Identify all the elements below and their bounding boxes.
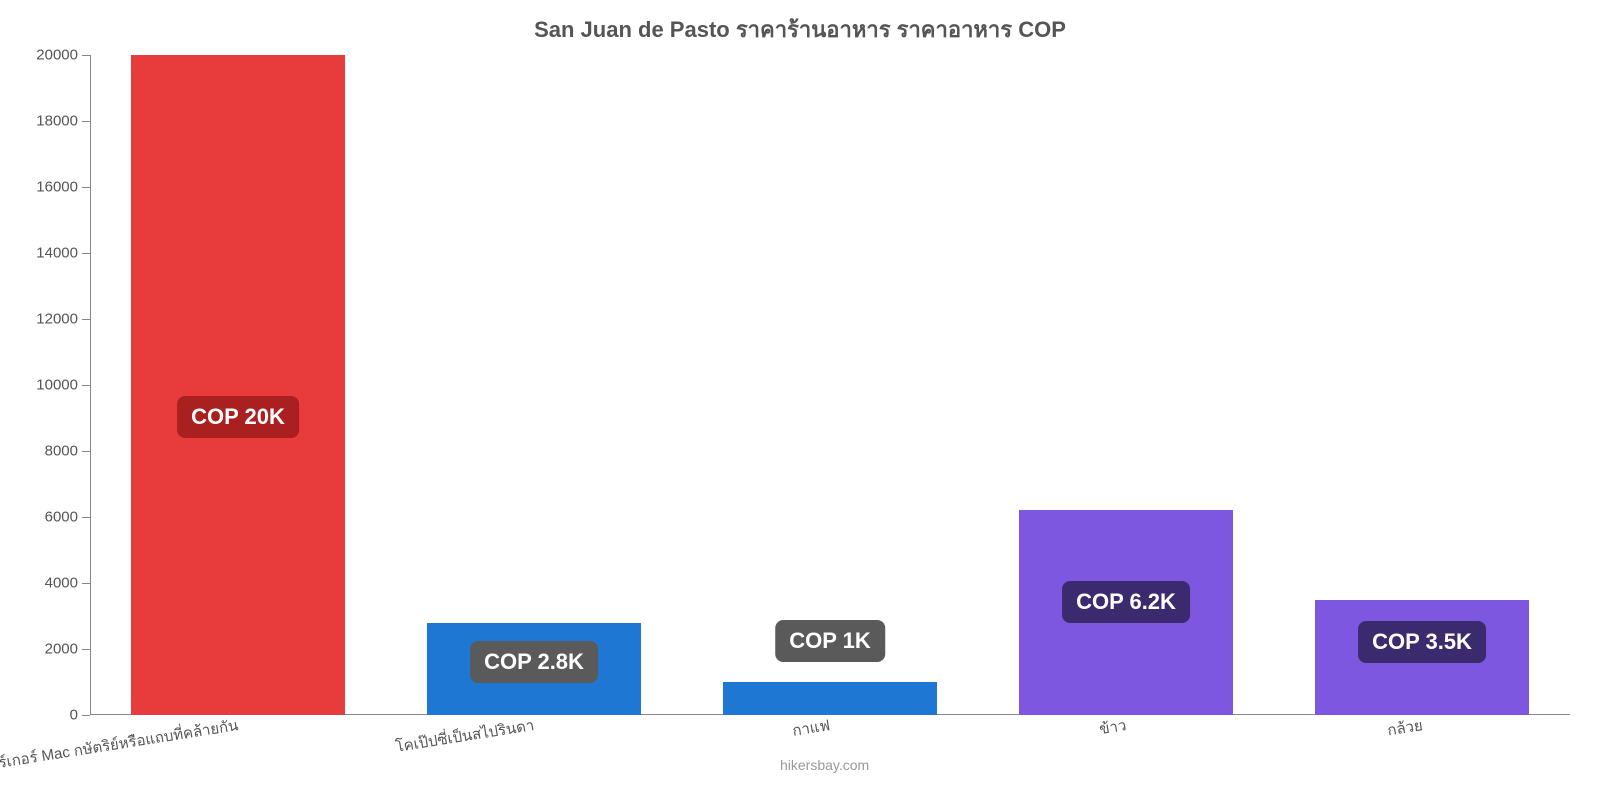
chart-title: San Juan de Pasto ราคาร้านอาหาร ราคาอาหา… [0, 0, 1600, 47]
y-tick [82, 121, 90, 122]
bar [131, 55, 344, 715]
y-tick [82, 385, 90, 386]
bar-value-label: COP 20K [177, 396, 299, 438]
watermark: hikersbay.com [780, 757, 869, 773]
y-axis [90, 55, 91, 715]
y-tick-label: 20000 [20, 47, 78, 64]
chart-container: San Juan de Pasto ราคาร้านอาหาร ราคาอาหา… [0, 0, 1600, 800]
y-tick-label: 12000 [20, 311, 78, 328]
y-tick-label: 8000 [20, 443, 78, 460]
bar-value-label: COP 3.5K [1358, 621, 1486, 663]
y-tick [82, 649, 90, 650]
y-tick-label: 14000 [20, 245, 78, 262]
y-tick-label: 0 [20, 707, 78, 724]
y-tick [82, 55, 90, 56]
bar-value-label: COP 2.8K [470, 641, 598, 683]
bar-value-label: COP 6.2K [1062, 581, 1190, 623]
x-tick-label: โคเป๊ปซี่เป็นสไปรินดา [394, 713, 536, 759]
x-tick-label: กล้วย [1385, 713, 1424, 742]
y-tick-label: 2000 [20, 641, 78, 658]
y-tick-label: 18000 [20, 113, 78, 130]
y-tick [82, 583, 90, 584]
y-tick [82, 187, 90, 188]
x-tick-label: กาแฟ [791, 713, 832, 743]
y-tick [82, 319, 90, 320]
bar [723, 682, 936, 715]
plot-area: 0200040006000800010000120001400016000180… [90, 55, 1570, 715]
y-tick [82, 451, 90, 452]
y-tick [82, 715, 90, 716]
y-tick-label: 4000 [20, 575, 78, 592]
y-tick [82, 517, 90, 518]
y-tick [82, 253, 90, 254]
x-tick-label: ข้าว [1097, 713, 1128, 741]
y-tick-label: 10000 [20, 377, 78, 394]
y-tick-label: 16000 [20, 179, 78, 196]
y-tick-label: 6000 [20, 509, 78, 526]
bar-value-label: COP 1K [775, 620, 885, 662]
